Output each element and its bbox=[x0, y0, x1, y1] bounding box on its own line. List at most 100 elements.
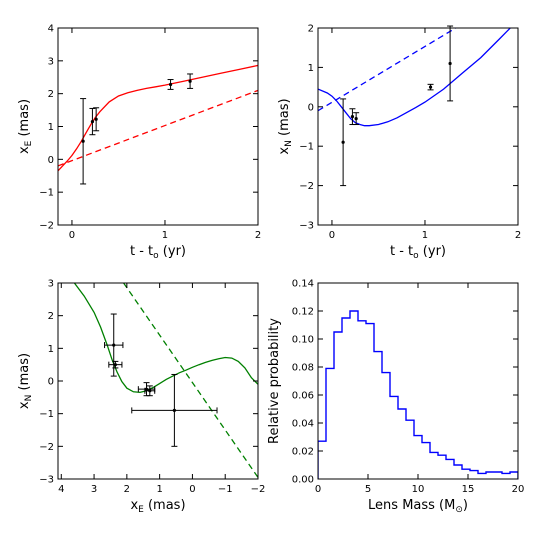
point-marker bbox=[90, 119, 95, 124]
data-point bbox=[187, 73, 194, 89]
x-tick-label: 0 bbox=[69, 230, 75, 241]
y-tick-label: 0.06 bbox=[292, 391, 314, 402]
histogram-steps bbox=[318, 310, 518, 479]
y-tick-label: 0.08 bbox=[292, 363, 314, 374]
x-axis-label-xlabel: t - t bbox=[390, 244, 413, 259]
y-tick-label: −2 bbox=[39, 221, 54, 232]
point-marker bbox=[188, 79, 192, 83]
data-point bbox=[104, 313, 124, 377]
y-axis-label-ylabel: Relative probability bbox=[267, 318, 282, 444]
y-axis-label-ylabel_sub: N bbox=[24, 395, 34, 402]
y-axis-label-ylabel: x bbox=[17, 146, 32, 154]
histogram-bin bbox=[366, 324, 374, 479]
y-axis-label-ylabel: x bbox=[277, 147, 292, 155]
x-tick-label: 10 bbox=[412, 484, 425, 495]
histogram-bin bbox=[414, 436, 422, 479]
axes-frame bbox=[57, 27, 259, 226]
x-axis-label-xlabel_unit: ) bbox=[463, 498, 468, 513]
y-tick-label: 1 bbox=[48, 122, 54, 133]
chart-p1: 0 1 2 −2 −1 0 1 2 3 4 t - to (yr) xE (mas) bbox=[17, 24, 261, 262]
data-point bbox=[137, 382, 156, 397]
histogram-bin bbox=[374, 352, 382, 479]
y-tick-label: 0 bbox=[48, 377, 54, 388]
y-tick-label: 1 bbox=[48, 344, 54, 355]
y-axis-label-ylabel_unit: (mas) bbox=[17, 353, 32, 395]
x-tick-label: 0 bbox=[189, 484, 195, 495]
point-marker bbox=[94, 117, 98, 121]
axes-frame bbox=[317, 27, 519, 226]
histogram-bin bbox=[430, 452, 438, 479]
x-tick-label: 4 bbox=[58, 484, 64, 495]
data-point bbox=[427, 83, 434, 91]
x-tick-label: 2 bbox=[255, 230, 261, 241]
y-tick-label: 0 bbox=[308, 102, 314, 113]
y-tick-label: 0 bbox=[48, 155, 54, 166]
histogram-bin bbox=[510, 472, 518, 479]
x-axis-label-xlabel_sub: ⊙ bbox=[455, 505, 463, 515]
data-point bbox=[80, 98, 87, 185]
histogram-bin bbox=[486, 472, 494, 479]
y-axis-label-ylabel_sub: N bbox=[284, 140, 294, 147]
histogram-bin bbox=[326, 368, 334, 479]
y-axis-label: xN (mas) bbox=[17, 353, 34, 409]
histogram-bin bbox=[422, 443, 430, 479]
x-tick-label: 5 bbox=[365, 484, 371, 495]
y-tick-label: 2 bbox=[48, 89, 54, 100]
y-axis-label: xE (mas) bbox=[17, 99, 34, 154]
point-marker bbox=[144, 387, 149, 391]
point-marker bbox=[168, 82, 173, 87]
y-axis-label-ylabel_unit: (mas) bbox=[277, 98, 292, 140]
x-axis-label-xlabel: t - t bbox=[130, 244, 153, 259]
y-tick-label: −2 bbox=[39, 442, 54, 453]
model-curve bbox=[318, 28, 512, 127]
y-axis-label: Relative probability bbox=[267, 318, 282, 444]
histogram-bin bbox=[342, 318, 350, 479]
histogram-bin bbox=[502, 473, 510, 479]
histogram-bin bbox=[438, 455, 446, 479]
data-point bbox=[89, 107, 96, 136]
x-axis-label-xlabel_sub: o bbox=[413, 251, 419, 261]
data-point bbox=[144, 385, 156, 397]
straight-line-fit bbox=[58, 89, 258, 167]
x-tick-label: 3 bbox=[91, 484, 97, 495]
x-tick-label: 2 bbox=[124, 484, 130, 495]
y-axis-label-ylabel: x bbox=[17, 401, 32, 409]
y-tick-label: 0.10 bbox=[292, 335, 314, 346]
y-tick-label: 0.04 bbox=[292, 419, 314, 430]
straight-line-fit bbox=[318, 28, 457, 112]
y-tick-label: 0.00 bbox=[292, 475, 314, 486]
histogram-bin bbox=[454, 465, 462, 479]
y-tick-label: 0.12 bbox=[292, 307, 314, 318]
histogram-bin bbox=[318, 441, 326, 479]
x-axis-label: t - to (yr) bbox=[130, 244, 186, 261]
x-axis-label-xlabel_unit: (yr) bbox=[419, 244, 446, 259]
histogram-bin bbox=[350, 311, 358, 479]
x-tick-label: −2 bbox=[251, 484, 266, 495]
histogram-bin bbox=[478, 473, 486, 479]
data-point bbox=[108, 360, 123, 369]
straight-line-fit bbox=[123, 283, 258, 478]
point-marker bbox=[341, 140, 345, 144]
histogram-bin bbox=[470, 471, 478, 479]
point-marker bbox=[112, 343, 116, 347]
data-point bbox=[167, 79, 174, 90]
x-tick-label: 15 bbox=[462, 484, 475, 495]
x-axis-label: Lens Mass (M⊙) bbox=[368, 498, 468, 515]
histogram-bin bbox=[446, 459, 454, 479]
histogram-bin bbox=[462, 469, 470, 479]
y-tick-label: −3 bbox=[39, 475, 54, 486]
x-tick-label: 20 bbox=[512, 484, 525, 495]
point-marker bbox=[354, 117, 358, 121]
data-point bbox=[353, 112, 360, 126]
y-tick-label: −3 bbox=[299, 221, 314, 232]
x-axis-label-xlabel: Lens Mass (M bbox=[368, 498, 455, 513]
model-curve bbox=[58, 64, 258, 172]
x-tick-label: 0 bbox=[315, 484, 321, 495]
x-axis-label: xE (mas) bbox=[130, 498, 185, 515]
point-marker bbox=[350, 115, 355, 119]
point-marker bbox=[448, 61, 452, 66]
data-point bbox=[93, 107, 100, 132]
chart-p2: 0 1 2 −3 −2 −1 0 1 2 t - to (yr) xN (mas) bbox=[277, 24, 521, 262]
